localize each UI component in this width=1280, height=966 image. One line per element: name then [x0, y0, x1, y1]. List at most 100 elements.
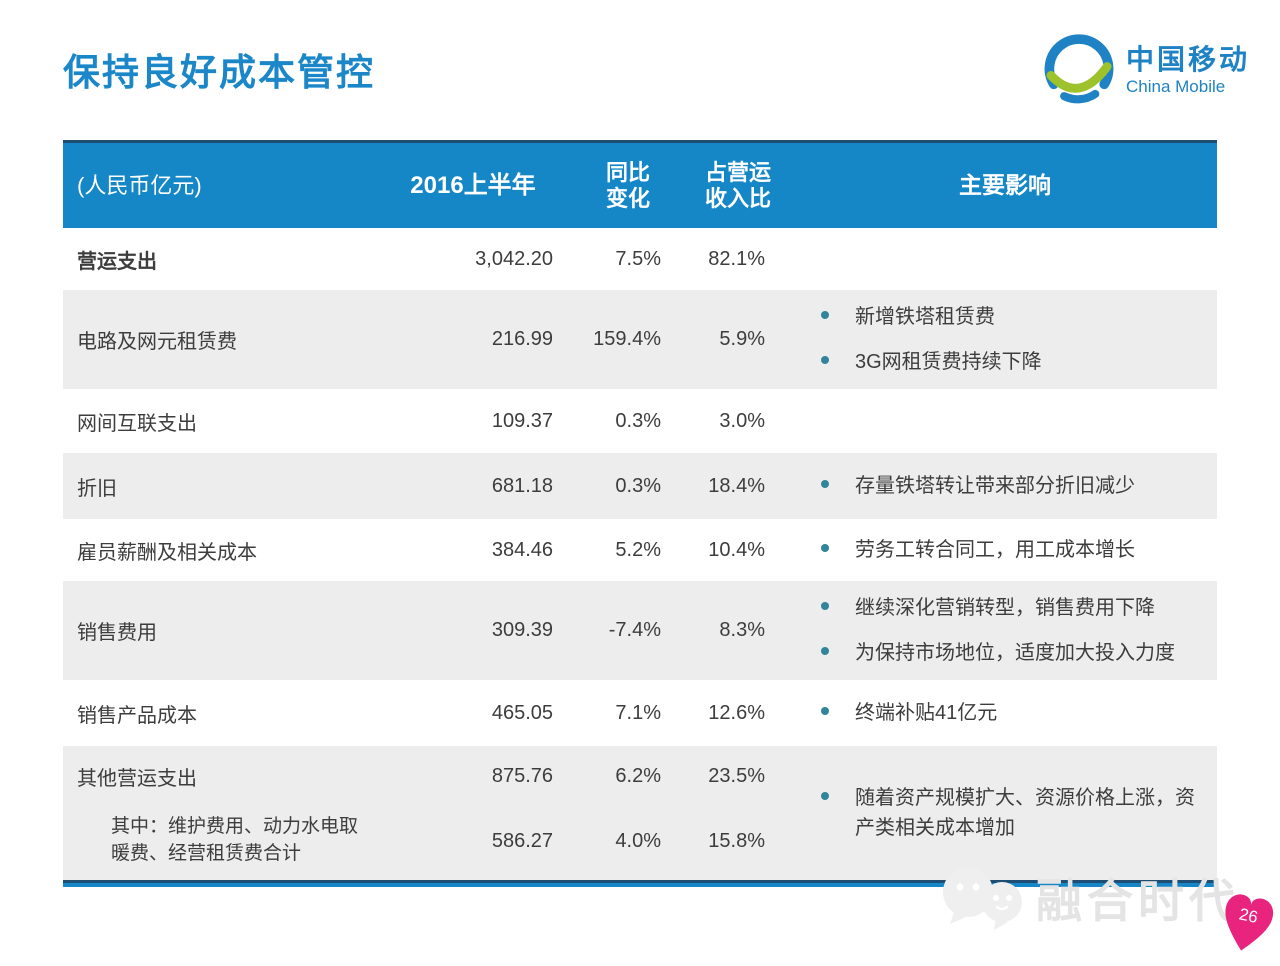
change-cell: 6.2%	[615, 764, 661, 787]
change-cell: 0.3%	[615, 474, 661, 497]
value-cell: 384.46	[491, 538, 553, 561]
impact-text: 存量铁塔转让带来部分折旧减少	[855, 475, 1135, 497]
bullet-icon	[821, 544, 829, 552]
bullet-icon	[821, 602, 829, 610]
value-cell: 309.39	[491, 619, 553, 641]
table-row: 电路及网元租赁费 216.99 159.4% 5.9% 新增铁塔租赁费 3G网租赁费持续下…	[63, 290, 1217, 389]
table-body: 营运支出 3,042.20 7.5% 82.1% 电路及网元租赁费 216.99 159.4…	[63, 228, 1217, 880]
change-cell: -7.4%	[608, 619, 661, 641]
row-label: 电路及网元租赁费	[77, 331, 237, 353]
value-cell: 681.18	[491, 474, 553, 497]
row-left-section: 销售费用 309.39 -7.4% 8.3%	[63, 581, 793, 680]
value-cell: 109.37	[491, 409, 553, 432]
table-row-line: 销售费用 309.39 -7.4% 8.3%	[63, 603, 793, 659]
impact-item: 存量铁塔转让带来部分折旧减少	[813, 471, 1211, 501]
impact-text: 为保持市场地位，适度加大投入力度	[855, 642, 1175, 664]
impact-item: 继续深化营销转型，销售费用下降	[813, 593, 1211, 623]
table-row: 营运支出 3,042.20 7.5% 82.1%	[63, 228, 1217, 290]
impact-text: 继续深化营销转型，销售费用下降	[855, 597, 1155, 619]
value-cell: 465.05	[491, 701, 553, 724]
page-number: 26	[1237, 904, 1259, 926]
row-label: 其中：维护费用、动力水电取暖费、经营租赁费合计	[111, 816, 359, 864]
table-row-line: 营运支出 3,042.20 7.5% 82.1%	[63, 231, 793, 287]
impact-text: 终端补贴41亿元	[855, 702, 998, 724]
row-left-section: 其他营运支出 875.76 6.2% 23.5% 其中：维护费用、动力水电取暖费、经营租…	[63, 746, 793, 880]
ratio-cell: 3.0%	[719, 409, 765, 432]
change-cell: 4.0%	[615, 829, 661, 852]
impact-cell: 劳务工转合同工，用工成本增长	[793, 519, 1217, 581]
row-left-section: 网间互联支出 109.37 0.3% 3.0%	[63, 389, 793, 453]
ratio-cell: 10.4%	[708, 538, 765, 561]
row-label: 销售费用	[77, 622, 157, 644]
row-left-section: 雇员薪酬及相关成本 384.46 5.2% 10.4%	[63, 519, 793, 581]
table-row-line: 网间互联支出 109.37 0.3% 3.0%	[63, 393, 793, 449]
ratio-cell: 12.6%	[708, 701, 765, 724]
impact-cell: 存量铁塔转让带来部分折旧减少	[793, 453, 1217, 519]
impact-item: 新增铁塔租赁费	[813, 302, 1211, 332]
logo-text: 中国移动 China Mobile	[1125, 44, 1250, 97]
table-row: 其他营运支出 875.76 6.2% 23.5% 其中：维护费用、动力水电取暖费、经营租…	[63, 746, 1217, 880]
impact-cell: 继续深化营销转型，销售费用下降 为保持市场地位，适度加大投入力度	[793, 581, 1217, 680]
slide-header: 保持良好成本管控 中国移动 China Mobile	[0, 0, 1280, 108]
ratio-cell: 15.8%	[708, 829, 765, 852]
impact-item: 3G网租赁费持续下降	[813, 347, 1211, 377]
watermark: 融合时代	[940, 862, 1240, 934]
logo-text-en: China Mobile	[1125, 77, 1226, 97]
bullet-icon	[821, 356, 829, 364]
change-cell: 0.3%	[615, 409, 661, 432]
heart-pin-icon: 26	[1225, 894, 1274, 951]
impact-text: 随着资产规模扩大、资源价格上涨，资产类相关成本增加	[855, 787, 1195, 839]
ratio-cell: 82.1%	[708, 247, 765, 270]
cost-table: (人民币亿元) 2016上半年 同比 变化 占营运 收入比 主要影响 营运支出 3…	[63, 140, 1217, 887]
change-cell: 5.2%	[615, 538, 661, 561]
table-header: (人民币亿元) 2016上半年 同比 变化 占营运 收入比 主要影响	[63, 140, 1217, 228]
china-mobile-logo: 中国移动 China Mobile	[1042, 34, 1250, 108]
row-label: 其他营运支出	[77, 767, 197, 790]
value-cell: 216.99	[491, 328, 553, 350]
row-label: 销售产品成本	[77, 704, 197, 727]
change-cell: 7.5%	[615, 247, 661, 270]
ratio-cell: 23.5%	[708, 764, 765, 787]
table-row-line: 其他营运支出 875.76 6.2% 23.5%	[63, 748, 793, 804]
chat-faces-icon	[943, 867, 1022, 930]
impact-item: 劳务工转合同工，用工成本增长	[813, 535, 1211, 565]
row-left-section: 折旧 681.18 0.3% 18.4%	[63, 453, 793, 519]
table-subrow-line: 其中：维护费用、动力水电取暖费、经营租赁费合计 586.27 4.0% 15.8%	[63, 804, 793, 878]
table-row-line: 销售产品成本 465.05 7.1% 12.6%	[63, 685, 793, 741]
impact-item: 终端补贴41亿元	[813, 698, 1211, 728]
table-row-line: 雇员薪酬及相关成本 384.46 5.2% 10.4%	[63, 522, 793, 578]
value-cell: 875.76	[491, 764, 553, 787]
impact-text: 劳务工转合同工，用工成本增长	[855, 539, 1135, 561]
impact-cell: 终端补贴41亿元	[793, 680, 1217, 746]
bullet-icon	[821, 647, 829, 655]
row-left-section: 销售产品成本 465.05 7.1% 12.6%	[63, 680, 793, 746]
table-row-line: 电路及网元租赁费 216.99 159.4% 5.9%	[63, 312, 793, 368]
ratio-cell: 8.3%	[719, 619, 765, 641]
header-col-2016h1: 2016上半年	[410, 171, 536, 199]
bullet-icon	[821, 792, 829, 800]
impact-text: 新增铁塔租赁费	[855, 306, 995, 328]
table-row-line: 折旧 681.18 0.3% 18.4%	[63, 458, 793, 514]
table-row: 雇员薪酬及相关成本 384.46 5.2% 10.4% 劳务工转合同工，用工成本增长	[63, 519, 1217, 581]
bullet-icon	[821, 480, 829, 488]
ratio-cell: 5.9%	[719, 328, 765, 350]
table-row: 折旧 681.18 0.3% 18.4% 存量铁塔转让带来部分折旧减少	[63, 453, 1217, 519]
bullet-icon	[821, 707, 829, 715]
row-label: 雇员薪酬及相关成本	[77, 541, 257, 564]
table-row: 网间互联支出 109.37 0.3% 3.0%	[63, 389, 1217, 453]
header-col-main-impact: 主要影响	[959, 172, 1051, 199]
row-label: 网间互联支出	[77, 412, 197, 435]
table-bottom-border	[63, 880, 1217, 887]
table-row: 销售产品成本 465.05 7.1% 12.6% 终端补贴41亿元	[63, 680, 1217, 746]
bullet-icon	[821, 311, 829, 319]
impact-item: 为保持市场地位，适度加大投入力度	[813, 638, 1211, 668]
watermark-text: 融合时代	[1036, 875, 1240, 927]
page-number-pin: 26	[1219, 890, 1275, 961]
row-left-section: 电路及网元租赁费 216.99 159.4% 5.9%	[63, 290, 793, 389]
header-col-revenue-ratio: 占营运 收入比	[704, 160, 771, 211]
logo-text-zh: 中国移动	[1125, 44, 1250, 76]
row-left-section: 营运支出 3,042.20 7.5% 82.1%	[63, 228, 793, 290]
row-label: 折旧	[77, 477, 117, 500]
impact-cell	[793, 228, 1217, 290]
header-unit: (人民币亿元)	[77, 172, 202, 198]
